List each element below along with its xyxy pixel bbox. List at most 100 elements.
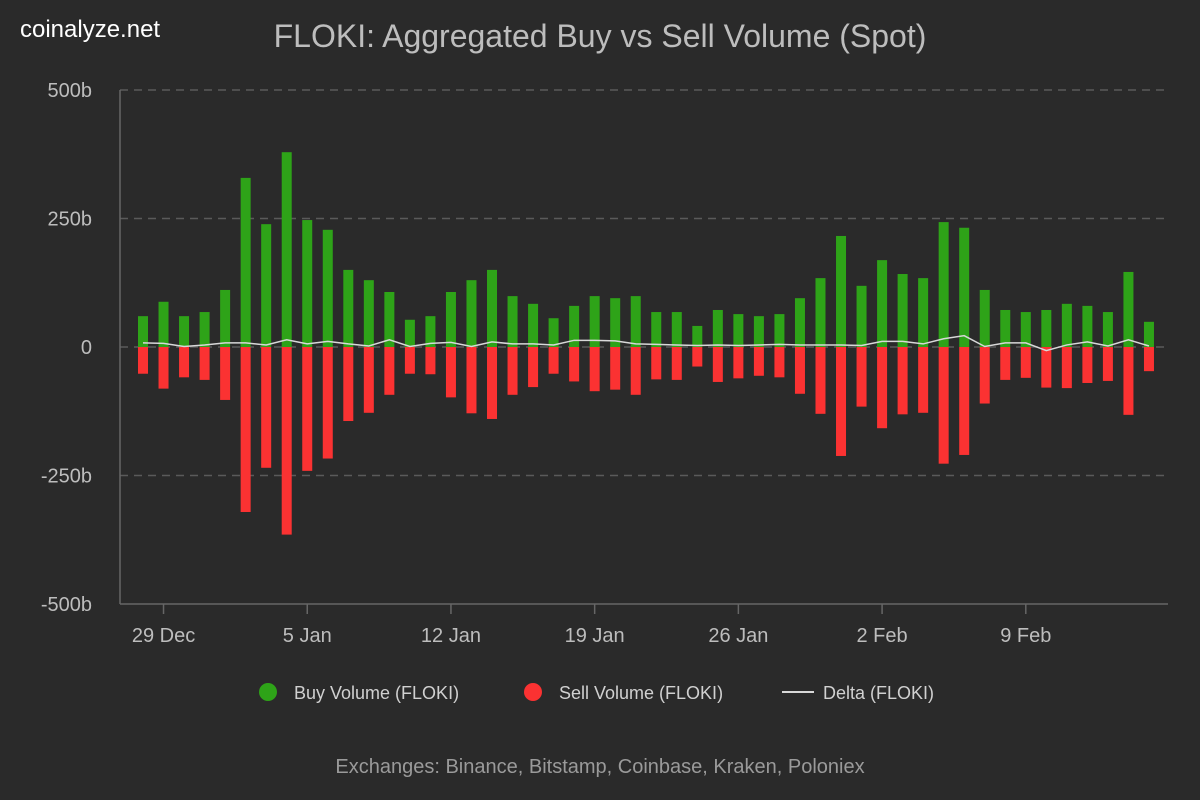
legend-item-buy[interactable]: Buy Volume (FLOKI) [259,683,459,703]
buy-bar [302,220,313,347]
sell-bar [753,347,764,376]
buy-bar [1061,303,1072,347]
sell-bar [158,347,169,389]
buy-bar [445,292,456,347]
sell-bar [487,347,498,419]
buy-bar [753,316,764,347]
sell-bar [692,347,703,367]
x-tick-label: 26 Jan [708,625,768,647]
buy-bar [384,292,395,347]
sell-bar [774,347,785,378]
buy-bar [466,280,477,347]
sell-bar [322,347,333,459]
sell-bar [651,347,662,380]
sell-bar [302,347,313,471]
buy-bar [610,298,621,347]
y-tick-label: 500b [48,80,93,102]
sell-bar [179,347,190,378]
sell-bar [569,347,580,382]
sell-bar [1102,347,1113,381]
brand-logo: coinalyze.net [20,16,161,43]
sell-bar [959,347,970,455]
sell-bar [261,347,272,468]
sell-bar [240,347,251,512]
y-tick-label: 0 [81,337,92,359]
buy-bar [487,269,498,347]
buy-bar [815,278,826,347]
x-tick-label: 9 Feb [1000,625,1051,647]
buy-bar [1102,312,1113,347]
buy-bar [774,314,785,347]
sell-bar [815,347,826,414]
buy-bar [1000,309,1011,347]
legend-label: Delta (FLOKI) [823,683,934,703]
exchanges-footer: Exchanges: Binance, Bitstamp, Coinbase, … [335,756,865,778]
buy-bar [343,269,354,347]
legend-item-delta[interactable]: Delta (FLOKI) [782,683,934,703]
legend-marker [259,683,277,701]
buy-bar [425,316,436,347]
buy-bar [651,312,662,347]
sell-bar [528,347,539,388]
sell-bar [610,347,621,390]
buy-bar [404,319,415,347]
sell-bar [1143,347,1154,372]
sell-bar [1041,347,1052,388]
sell-bar [589,347,600,392]
sell-bar [918,347,929,413]
sell-bar [507,347,518,395]
buy-bar [158,301,169,347]
sell-bar [630,347,641,395]
buy-bar [877,260,888,347]
y-tick-label: -250b [41,466,92,488]
sell-bar [1061,347,1072,389]
sell-bar [856,347,867,407]
buy-bar [1082,305,1093,347]
buy-bar [918,278,929,347]
chart-title: FLOKI: Aggregated Buy vs Sell Volume (Sp… [273,18,927,54]
sell-bar [1123,347,1134,415]
x-tick-label: 29 Dec [132,625,195,647]
buy-bar [671,312,682,347]
y-tick-label: 250b [48,209,93,231]
delta-line [142,334,1150,352]
sell-bar [1082,347,1093,383]
sell-bar [466,347,477,414]
sell-bar [425,347,436,375]
buy-bar [281,152,292,347]
buy-bar [261,224,272,347]
buy-bar [363,280,374,347]
sell-bar [199,347,210,380]
sell-bar [404,347,415,374]
x-tick-label: 5 Jan [283,625,332,647]
legend-item-sell[interactable]: Sell Volume (FLOKI) [524,683,723,703]
sell-bar [343,347,354,422]
sell-bar [877,347,888,429]
buy-bar [938,222,949,347]
sell-bar [220,347,231,400]
buy-bar [507,296,518,347]
buy-bar [548,318,559,347]
x-tick-label: 12 Jan [421,625,481,647]
sell-bar [897,347,908,415]
sell-bar [384,347,395,395]
buy-bar [1143,321,1154,347]
sell-bar [1000,347,1011,380]
buy-bar [692,325,703,347]
sell-bar [1020,347,1031,378]
y-tick-label: -500b [41,594,92,616]
x-tick-label: 19 Jan [565,625,625,647]
sell-bar [938,347,949,464]
sell-bar [836,347,847,456]
buy-bar [589,296,600,347]
buy-bar [199,312,210,347]
sell-bar [281,347,292,535]
buy-bar [856,285,867,347]
buy-bar [630,296,641,347]
sell-bar [712,347,723,382]
buy-bar [1123,271,1134,347]
sell-bar [363,347,374,413]
legend-marker [524,683,542,701]
